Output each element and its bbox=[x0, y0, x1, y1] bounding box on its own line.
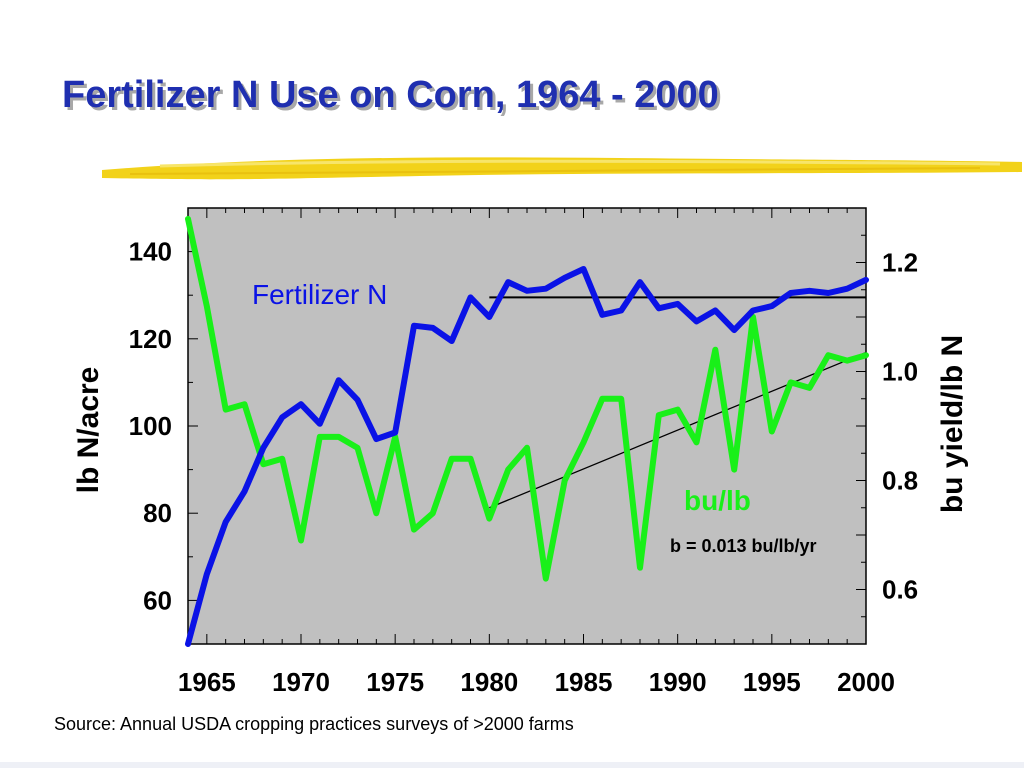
y-tick-label-right: 0.6 bbox=[882, 575, 918, 605]
y-tick-label-left: 120 bbox=[129, 324, 172, 354]
bottom-bar bbox=[0, 762, 1024, 768]
x-tick-label: 1970 bbox=[272, 667, 330, 697]
axis-ticks bbox=[187, 207, 867, 645]
bu-per-lb-series-line bbox=[185, 215, 869, 582]
title-underline-brush bbox=[102, 157, 1022, 180]
right-axis-title: bu yield/lb N bbox=[936, 335, 969, 513]
x-tick-label: 1985 bbox=[555, 667, 613, 697]
slide-title: Fertilizer N Use on Corn, 1964 - 2000 bbox=[62, 74, 719, 116]
x-tick-label: 1995 bbox=[743, 667, 801, 697]
bu-per-lb-trend-line bbox=[489, 351, 867, 509]
series-lines bbox=[185, 215, 869, 647]
x-tick-label: 1975 bbox=[366, 667, 424, 697]
bu-per-lb-label: bu/lb bbox=[684, 485, 751, 516]
y-tick-label-left: 80 bbox=[143, 498, 172, 528]
fertilizer-n-label: Fertilizer N bbox=[252, 279, 387, 310]
y-tick-label-right: 1.0 bbox=[882, 357, 918, 387]
slope-annotation: b = 0.013 bu/lb/yr bbox=[670, 536, 817, 556]
y-tick-label-right: 1.2 bbox=[882, 248, 918, 278]
trend-lines bbox=[489, 296, 867, 509]
x-tick-label: 2000 bbox=[837, 667, 895, 697]
x-tick-label: 1990 bbox=[649, 667, 707, 697]
plot-area bbox=[187, 207, 867, 645]
left-axis-title: lb N/acre bbox=[72, 367, 105, 494]
y-tick-label-left: 100 bbox=[129, 411, 172, 441]
y-tick-label-right: 0.8 bbox=[882, 466, 918, 496]
source-note: Source: Annual USDA cropping practices s… bbox=[54, 714, 574, 734]
fertilizer-n-series-line bbox=[185, 266, 869, 647]
tick-labels: 1965 1970 1975 1980 1985 1990 1995 2000 60 80 100 1… bbox=[129, 237, 919, 697]
y-tick-label-left: 60 bbox=[143, 585, 172, 615]
x-tick-label: 1980 bbox=[460, 667, 518, 697]
x-tick-label: 1965 bbox=[178, 667, 236, 697]
y-tick-label-left: 140 bbox=[129, 237, 172, 267]
